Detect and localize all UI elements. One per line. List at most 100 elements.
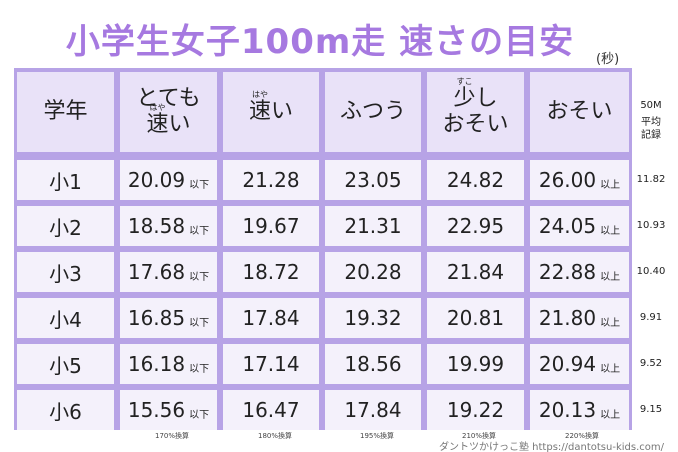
value-note: 以下: [189, 317, 210, 329]
value-cell: 17.14: [223, 344, 319, 384]
header-cell: 速はやい: [223, 72, 319, 152]
value: 21.80: [538, 306, 597, 330]
value-cell: 16.85 以下: [120, 298, 217, 338]
side-header: 50M: [640, 100, 662, 111]
value-cell: 17.84: [325, 390, 421, 430]
value: 21.31: [344, 214, 402, 238]
value-cell: 18.72: [223, 252, 319, 292]
grade-cell: 小1: [17, 160, 114, 200]
ruby-text: はや: [251, 89, 268, 99]
value-cell: 20.13 以上: [530, 390, 629, 430]
ruby-base: 速はや: [146, 103, 169, 137]
header-text: おそい: [546, 98, 613, 124]
title: 小学生女子100m走 速さの目安: [65, 22, 575, 62]
value: 16.85: [127, 306, 186, 330]
value: 21.28: [242, 168, 300, 192]
value: 19.32: [344, 306, 402, 330]
conversion-note: 170%換算: [155, 432, 190, 440]
value: 16.18: [127, 352, 186, 376]
average: 9.91: [639, 312, 663, 323]
value-cell: 19.67: [223, 206, 319, 246]
grade-cell: 小2: [17, 206, 114, 246]
value-note: 以上: [600, 317, 621, 329]
header-line: 速はやい: [146, 103, 191, 138]
value-cell: 19.22: [427, 390, 524, 430]
value-cell: 22.88 以上: [530, 252, 629, 292]
header-cell: ふつう: [325, 72, 421, 152]
header-cell: 学年: [17, 72, 114, 152]
value: 21.84: [446, 260, 505, 284]
value-cell: 26.00 以上: [530, 160, 629, 200]
value: 18.72: [242, 260, 300, 284]
value: 16.47: [242, 398, 300, 422]
side-header: 平均: [641, 117, 661, 128]
value-cell: 21.84: [427, 252, 524, 292]
grade-cell: 小5: [17, 344, 114, 384]
value-cell: 21.28: [223, 160, 319, 200]
value-cell: 20.28: [325, 252, 421, 292]
value: 17.84: [344, 398, 402, 422]
value-note: 以上: [600, 271, 621, 283]
value-cell: 18.56: [325, 344, 421, 384]
value-note: 以下: [189, 363, 210, 375]
header-line: おそい: [442, 112, 509, 137]
value: 20.09: [127, 168, 186, 192]
value-note: 以上: [600, 409, 621, 421]
value: 20.94: [538, 352, 597, 376]
value-cell: 16.47: [223, 390, 319, 430]
header-text: ふつう: [339, 98, 406, 124]
value: 20.13: [538, 398, 597, 422]
value-cell: 19.99: [427, 344, 524, 384]
ruby-base: 速はや: [248, 89, 271, 124]
value: 26.00: [538, 168, 597, 192]
value: 20.28: [344, 260, 402, 284]
value-cell: 20.09 以下: [120, 160, 217, 200]
value: 22.95: [446, 214, 505, 238]
value: 22.88: [538, 260, 597, 284]
value-cell: 21.80 以上: [530, 298, 629, 338]
value-note: 以下: [189, 409, 210, 421]
value-cell: 22.95: [427, 206, 524, 246]
conversion-note: 195%換算: [360, 432, 395, 440]
header-cell: とても速はやい: [120, 72, 217, 152]
header-line: 速はやい: [248, 89, 294, 125]
value: 18.58: [127, 214, 186, 238]
value: 24.05: [538, 214, 597, 238]
value: 17.68: [127, 260, 186, 284]
value-cell: 24.82: [427, 160, 524, 200]
average: 9.52: [639, 358, 663, 369]
value: 15.56: [127, 398, 186, 422]
value: 19.99: [446, 352, 505, 376]
value-note: 以下: [189, 225, 210, 237]
header-tail: し: [475, 85, 498, 111]
average: 9.15: [639, 404, 663, 415]
header-cell: 少すこしおそい: [427, 72, 524, 152]
value-note: 以上: [600, 363, 621, 375]
average: 10.93: [636, 220, 666, 231]
grade-cell: 小6: [17, 390, 114, 430]
value: 24.82: [446, 168, 505, 192]
unit: (秒): [596, 52, 620, 67]
value-note: 以下: [189, 179, 210, 191]
side-header: 記録: [641, 130, 661, 141]
value-cell: 24.05 以上: [530, 206, 629, 246]
conversion-note: 210%換算: [462, 432, 497, 440]
grade-cell: 小3: [17, 252, 114, 292]
value-note: 以上: [600, 225, 621, 237]
credit: ダントツかけっこ塾 https://dantotsu-kids.com/: [439, 442, 664, 452]
value: 19.67: [242, 214, 300, 238]
header-tail: い: [168, 112, 191, 137]
value-cell: 17.68 以下: [120, 252, 217, 292]
value-cell: 19.32: [325, 298, 421, 338]
value: 23.05: [344, 168, 402, 192]
header-cell: おそい: [530, 72, 629, 152]
average: 11.82: [636, 174, 666, 185]
header-tail: い: [271, 98, 294, 124]
ruby-text: すこ: [456, 76, 473, 86]
value: 18.56: [344, 352, 402, 376]
table: 学年 とても速はやい速はやいふつう少すこしおそい おそい 小1 20.09 以下 21.28…: [14, 68, 632, 430]
header-line: 少すこし: [453, 77, 498, 112]
value-cell: 23.05: [325, 160, 421, 200]
value-cell: 18.58 以下: [120, 206, 217, 246]
